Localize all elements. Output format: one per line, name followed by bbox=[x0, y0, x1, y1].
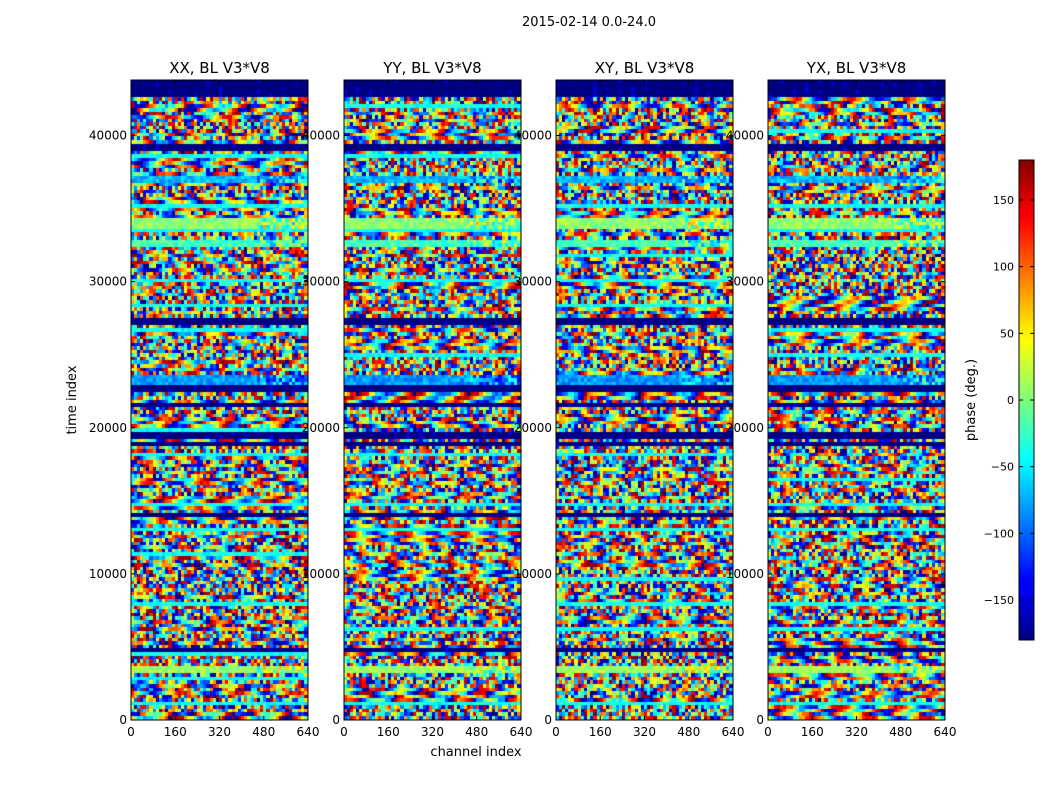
x-axis-label: channel index bbox=[430, 745, 521, 760]
panel-title: XX, BL V3*V8 bbox=[169, 59, 270, 77]
colorbar-tick-label: −150 bbox=[984, 594, 1014, 607]
y-tick-label: 10000 bbox=[514, 567, 552, 581]
colorbar-tick-label: 50 bbox=[1000, 327, 1014, 340]
panel-yy: YY, BL V3*V8 0 160 320 480 640 0 10000 20000 3000… bbox=[302, 59, 533, 739]
y-tick-label: 40000 bbox=[514, 129, 552, 143]
x-tick-label: 0 bbox=[764, 725, 772, 739]
colorbar-tick-label: 100 bbox=[993, 261, 1014, 274]
panel-title: YX, BL V3*V8 bbox=[806, 59, 907, 77]
heatmap-image bbox=[344, 80, 521, 720]
colorbar-label: phase (deg.) bbox=[964, 359, 979, 441]
y-tick-label: 10000 bbox=[89, 567, 127, 581]
colorbar-tick-label: 150 bbox=[993, 194, 1014, 207]
y-tick-label: 20000 bbox=[89, 421, 127, 435]
x-tick-label: 320 bbox=[208, 725, 231, 739]
x-tick-label: 640 bbox=[934, 725, 957, 739]
x-tick-label: 160 bbox=[164, 725, 187, 739]
panel-title: XY, BL V3*V8 bbox=[595, 59, 695, 77]
x-tick-label: 480 bbox=[889, 725, 912, 739]
x-tick-label: 160 bbox=[589, 725, 612, 739]
y-axis-label: time index bbox=[65, 365, 80, 434]
figure-suptitle: 2015-02-14 0.0-24.0 bbox=[522, 15, 656, 30]
colorbar-tick-label: −50 bbox=[991, 461, 1014, 474]
y-tick-label: 40000 bbox=[726, 129, 764, 143]
x-tick-label: 640 bbox=[510, 725, 533, 739]
panel-title: YY, BL V3*V8 bbox=[382, 59, 481, 77]
x-tick-label: 480 bbox=[252, 725, 275, 739]
x-tick-label: 0 bbox=[552, 725, 560, 739]
heatmap-image bbox=[556, 80, 733, 720]
y-tick-label: 40000 bbox=[89, 129, 127, 143]
y-tick-label: 20000 bbox=[726, 421, 764, 435]
x-tick-label: 320 bbox=[633, 725, 656, 739]
y-tick-label: 30000 bbox=[726, 275, 764, 289]
colorbar: phase (deg.) −150 −100 −50 0 50 100 150 bbox=[964, 159, 1035, 641]
y-tick-label: 30000 bbox=[89, 275, 127, 289]
x-tick-label: 480 bbox=[677, 725, 700, 739]
y-tick-label: 0 bbox=[119, 713, 127, 727]
panel-yx: YX, BL V3*V8 0 160 320 480 640 0 10000 20000 3000… bbox=[726, 59, 957, 739]
y-tick-label: 0 bbox=[332, 713, 340, 727]
x-tick-label: 0 bbox=[340, 725, 348, 739]
panels: XX, BL V3*V8 0 160 320 480 640 0 10000 20000 3000… bbox=[89, 59, 957, 739]
x-tick-label: 640 bbox=[297, 725, 320, 739]
x-tick-label: 320 bbox=[421, 725, 444, 739]
x-tick-label: 0 bbox=[127, 725, 135, 739]
y-tick-label: 20000 bbox=[514, 421, 552, 435]
y-tick-label: 30000 bbox=[302, 275, 340, 289]
x-tick-label: 480 bbox=[465, 725, 488, 739]
y-tick-label: 10000 bbox=[302, 567, 340, 581]
y-tick-label: 40000 bbox=[302, 129, 340, 143]
y-tick-label: 0 bbox=[756, 713, 764, 727]
y-tick-label: 10000 bbox=[726, 567, 764, 581]
y-tick-label: 20000 bbox=[302, 421, 340, 435]
heatmap-image bbox=[768, 80, 945, 720]
y-tick-label: 30000 bbox=[514, 275, 552, 289]
colorbar-tick-label: −100 bbox=[984, 527, 1014, 540]
x-tick-label: 320 bbox=[845, 725, 868, 739]
x-tick-label: 640 bbox=[722, 725, 745, 739]
panel-xx: XX, BL V3*V8 0 160 320 480 640 0 10000 20000 3000… bbox=[89, 59, 320, 739]
x-tick-label: 160 bbox=[377, 725, 400, 739]
y-tick-label: 0 bbox=[544, 713, 552, 727]
panel-xy: XY, BL V3*V8 0 160 320 480 640 0 10000 20000 3000… bbox=[514, 59, 745, 739]
colorbar-tick-label: 0 bbox=[1007, 394, 1014, 407]
x-tick-label: 160 bbox=[801, 725, 824, 739]
heatmap-image bbox=[131, 80, 308, 720]
